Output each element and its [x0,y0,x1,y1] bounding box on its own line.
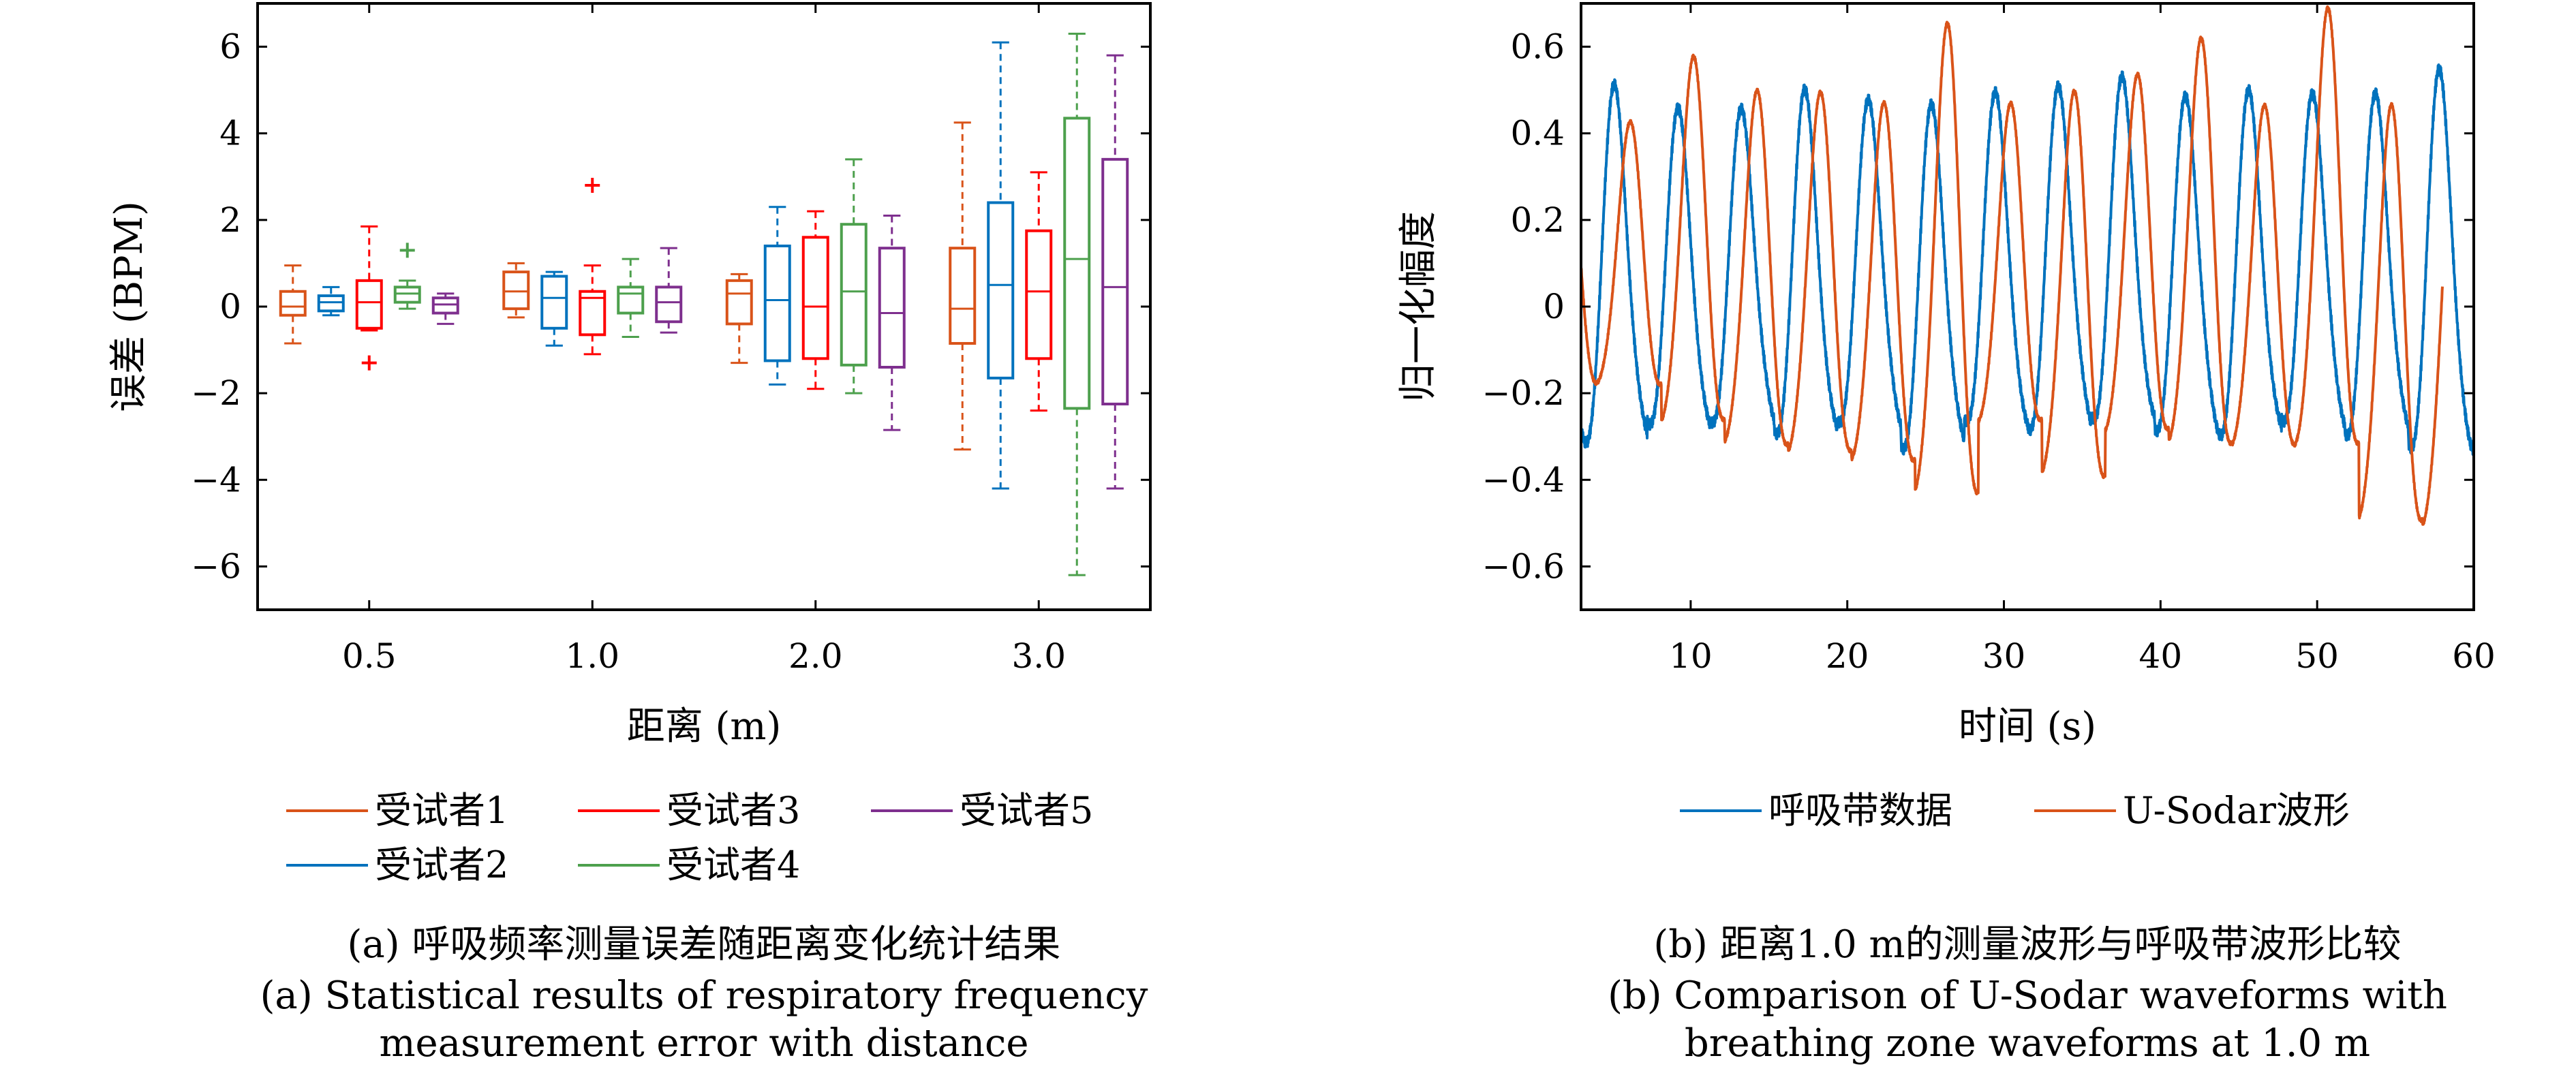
box-body [655,285,683,324]
line-y-tick-label: 0.2 [1510,200,1565,240]
box-legend-label: 受试者5 [960,789,1093,832]
line-x-tick-label: 20 [1826,636,1869,676]
box-y-tick-label: 6 [219,27,241,67]
box-legend-label: 受试者4 [666,843,800,886]
caption-right-en-1: (b) Comparison of U-Sodar waveforms with [1608,974,2447,1018]
box-marks [279,33,1129,576]
box [987,41,1015,490]
box-x-tick-label: 1.0 [565,636,619,676]
box [840,158,868,394]
box-body [393,285,421,304]
box-x-tick-label: 2.0 [788,636,843,676]
box-body [949,247,977,345]
caption-left-cn: (a) 呼吸频率测量误差随距离变化统计结果 [348,922,1061,967]
box-body [878,247,906,369]
line-y-tick-label: 0.4 [1510,114,1565,153]
box-body [355,279,383,330]
box-y-tick-label: 4 [219,114,241,153]
box [878,215,906,431]
box [801,210,829,390]
line-y-axis-label: 归一化幅度 [1396,211,1441,402]
box-body [502,270,530,311]
box [579,178,607,356]
box-body [725,279,753,326]
box [540,270,568,347]
line-legend-label: 呼吸带数据 [1768,789,1952,832]
caption-left-en-2: measurement error with distance [379,1021,1028,1066]
box [1025,171,1053,412]
box [279,264,307,345]
line-x-tick-label: 40 [2139,636,2183,676]
box [355,225,383,371]
box-body [840,223,868,367]
line-y-tick-label: −0.6 [1482,546,1565,586]
line-y-tick-label: −0.4 [1482,460,1565,499]
box [502,262,530,319]
line-x-tick-label: 50 [2295,636,2339,676]
box [317,285,345,317]
box-body [317,294,345,313]
box-legend-label: 受试者1 [375,789,508,832]
line-chart: −0.6 −0.4 −0.2 0 0.2 0.4 0.6 10 20 30 40 50 60 时间 (… [1396,2,2496,832]
line-x-ticks: 10 20 30 40 50 60 [1669,3,2496,676]
box-body [617,285,645,315]
box-y-tick-label: 0 [219,287,241,326]
box-x-ticks: 0.5 1.0 2.0 3.0 [342,3,1066,676]
line-legend: 呼吸带数据 U-Sodar波形 [1680,789,2350,832]
box-body [1025,229,1053,360]
box-x-axis-label: 距离 (m) [627,704,782,749]
box [1063,33,1091,576]
box-body [1101,157,1129,406]
box [617,258,645,338]
line-x-tick-label: 60 [2452,636,2496,676]
box-body [431,296,459,315]
box-body [540,275,568,330]
line-x-tick-label: 10 [1669,636,1713,676]
box [431,292,459,325]
box-y-axis-label: 误差 (BPM) [107,201,151,412]
box-body [279,290,307,317]
line-x-tick-label: 30 [1982,636,2026,676]
box-y-ticks: −6 −4 −2 0 2 4 6 [191,27,1150,586]
box [949,121,977,451]
box-y-tick-label: −6 [191,546,241,586]
box [763,206,791,386]
box-y-tick-label: −4 [191,460,241,499]
box-y-tick-label: −2 [191,373,241,413]
box-body [579,290,607,337]
box-body [763,245,791,362]
box [655,247,683,334]
line-legend-label: U-Sodar波形 [2123,789,2350,832]
caption-right-cn: (b) 距离1.0 m的测量波形与呼吸带波形比较 [1653,922,2401,967]
box [1101,54,1129,490]
box-x-tick-label: 3.0 [1011,636,1066,676]
line-marks [1581,5,2474,526]
waveform-series-line [1581,63,2474,456]
box-legend: 受试者1 受试者2 受试者3 受试者4 受试者5 [286,789,1093,886]
box-plot-area [256,2,1152,611]
box [393,243,421,310]
line-y-tick-label: 0.6 [1510,27,1565,67]
line-y-tick-label: 0 [1543,287,1565,326]
box-body [987,201,1015,379]
box [725,273,753,364]
box-y-tick-label: 2 [219,200,241,240]
line-y-ticks: −0.6 −0.4 −0.2 0 0.2 0.4 0.6 [1482,27,2474,586]
line-y-tick-label: −0.2 [1482,373,1565,413]
box-legend-label: 受试者2 [375,843,508,886]
box-body [801,236,829,360]
box-body [1063,117,1091,410]
box-x-tick-label: 0.5 [342,636,397,676]
caption-left-en-1: (a) Statistical results of respiratory f… [260,974,1148,1018]
waveform-series-line [1581,5,2444,526]
line-x-axis-label: 时间 (s) [1959,704,2096,749]
box-legend-label: 受试者3 [666,789,800,832]
caption-right-en-2: breathing zone waveforms at 1.0 m [1685,1021,2370,1066]
